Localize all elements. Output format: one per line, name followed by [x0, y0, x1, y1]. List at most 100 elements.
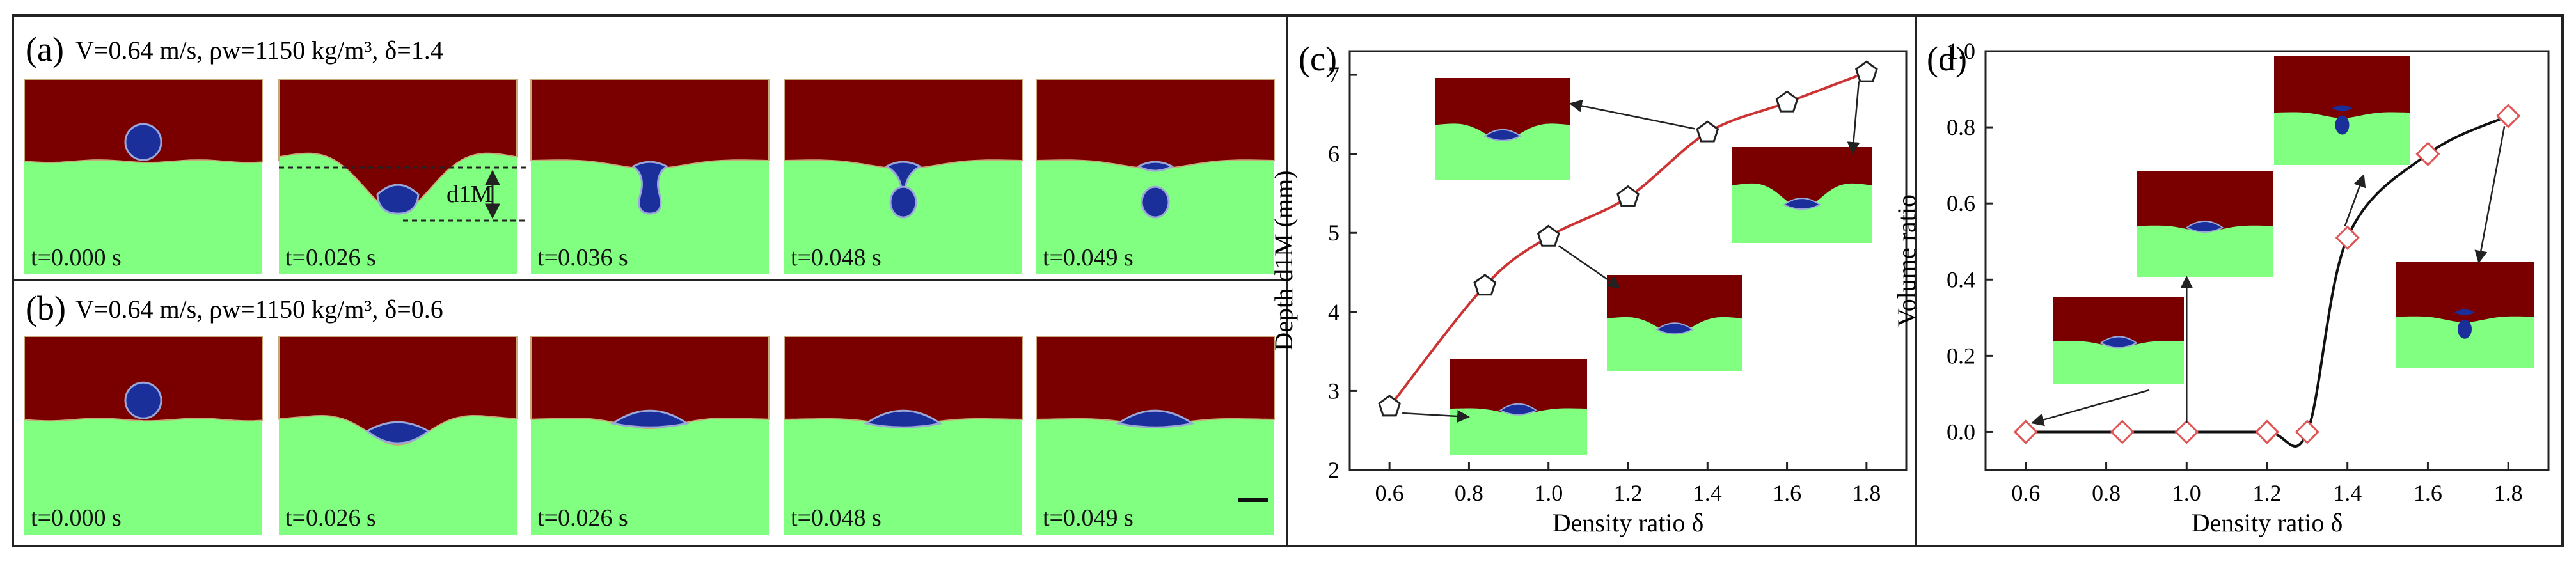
panel-a-title: V=0.64 m/s, ρw=1150 kg/m³, δ=1.4 [75, 36, 443, 65]
inset-c-3 [1607, 275, 1742, 371]
droplet [631, 161, 668, 215]
time-label: t=0.048 s [791, 505, 881, 531]
data-point [1378, 395, 1402, 417]
data-point [2496, 104, 2521, 129]
upper-fluid [784, 79, 1023, 170]
time-label: t=0.036 s [537, 244, 628, 271]
x-tick-label: 1.0 [2172, 480, 2201, 506]
inset-arrow [1847, 81, 1860, 155]
inset-droplet [1499, 403, 1538, 416]
time-label: t=0.026 s [285, 244, 376, 271]
x-tick-label: 1.8 [1852, 480, 1881, 506]
time-label: t=0.049 s [1043, 244, 1134, 271]
droplet-child [889, 185, 917, 219]
data-point [2013, 419, 2038, 444]
chart-c: 0.6 0.8 1.0 1.2 1.4 1.6 1.8 2 3 4 5 6 7 Density ratio… [1269, 50, 1908, 537]
panel-d-label: (d) [1927, 40, 1967, 78]
data-point [1854, 60, 1878, 82]
time-label: t=0.026 s [285, 505, 376, 531]
inset-upper-fluid [2137, 171, 2273, 231]
inset-d-1 [2053, 297, 2184, 384]
upper-fluid [278, 336, 518, 446]
inset-c-4 [1450, 359, 1587, 455]
time-label: t=0.049 s [1043, 505, 1134, 531]
x-axis-label: Density ratio δ [1553, 508, 1704, 537]
data-point [2335, 225, 2360, 250]
panel-b-title: V=0.64 m/s, ρw=1150 kg/m³, δ=0.6 [75, 295, 443, 324]
droplet [376, 184, 420, 215]
inset-upper-fluid [1607, 275, 1742, 334]
time-label: t=0.048 s [791, 244, 881, 271]
plot-area [1348, 50, 1908, 471]
time-label: t=0.000 s [31, 505, 122, 531]
inset-upper-fluid [1450, 359, 1587, 414]
panel-a-frame-3: t=0.036 s [530, 79, 770, 274]
droplet [124, 381, 162, 419]
data-point [1616, 185, 1640, 207]
x-tick-label: 0.8 [2092, 480, 2121, 506]
inset-upper-fluid [2053, 297, 2184, 347]
time-label: t=0.026 s [537, 505, 628, 531]
data-point [1696, 120, 1719, 143]
x-tick-label: 1.2 [2253, 480, 2282, 506]
y-tick-label: 0.6 [1947, 191, 1975, 216]
inset-droplet [2335, 115, 2350, 135]
inset-droplet [2185, 221, 2224, 233]
time-label: t=0.000 s [31, 244, 122, 271]
droplet [124, 123, 162, 161]
upper-fluid [24, 336, 263, 422]
data-point [2295, 419, 2319, 444]
inset-d-2 [2137, 171, 2273, 277]
panel-a-label: (a) [26, 30, 64, 68]
y-tick-label: 0.0 [1947, 419, 1975, 444]
panel-b-frame-5: t=0.049 s [1036, 336, 1275, 535]
data-point [1473, 274, 1497, 296]
inset-arrow [1569, 99, 1695, 130]
panel-b-frame-2: t=0.026 s [278, 336, 518, 535]
depth-label: d1M [446, 181, 493, 208]
panel-b-frame-1: t=0.000 s [24, 336, 263, 535]
data-point [2254, 419, 2280, 444]
panel-a-frame-4: t=0.048 s [784, 79, 1023, 274]
droplet-cap [884, 161, 922, 189]
x-tick-label: 1.4 [1693, 480, 1722, 506]
droplet-lens [864, 409, 943, 428]
data-point [2110, 419, 2135, 444]
inset-droplet [2458, 319, 2472, 339]
inset-arrow [2344, 174, 2366, 227]
panel-a-frame-2: t=0.026 s [278, 79, 518, 274]
inset-upper-fluid [2274, 56, 2410, 118]
inset-droplet [2099, 336, 2138, 349]
droplet-child [1141, 185, 1170, 219]
y-tick-label: 7 [1328, 62, 1339, 88]
inset-droplet [1783, 198, 1821, 210]
y-tick-label: 0.2 [1947, 343, 1975, 368]
panel-b-frame-3: t=0.026 s [530, 336, 770, 535]
panel-c-label: (c) [1299, 40, 1337, 78]
panel-b-frames: t=0.000 s t=0.026 s t=0.026 s t=0.048 s t=0.… [24, 336, 1275, 535]
x-tick-label: 1.2 [1614, 480, 1643, 506]
y-tick-label: 6 [1328, 141, 1339, 167]
x-axis-label: Density ratio δ [2192, 508, 2343, 537]
y-tick-label: 4 [1328, 299, 1339, 325]
y-tick-label: 2 [1328, 457, 1339, 483]
x-tick-label: 0.6 [2011, 480, 2040, 506]
inset-droplet [1483, 129, 1522, 141]
droplet-cap [1136, 161, 1174, 172]
x-tick-label: 1.4 [2333, 480, 2362, 506]
y-axis-label: Depth d1M (mm) [1269, 170, 1298, 350]
inset-upper-fluid [1732, 147, 1872, 208]
panel-b-frame-4: t=0.048 s [784, 336, 1023, 535]
inset-c-1 [1435, 78, 1570, 180]
data-point [1537, 224, 1560, 247]
inset-d-4 [2396, 262, 2534, 368]
y-axis-label: Volume ratio [1892, 194, 1921, 327]
inset-upper-fluid [1435, 78, 1570, 140]
x-tick-label: 0.6 [1375, 480, 1404, 506]
inset-droplet [1655, 322, 1694, 335]
droplet-lens [610, 409, 690, 428]
panel-a-frame-1: t=0.000 s [24, 79, 263, 274]
data-point [2174, 419, 2199, 444]
x-tick-label: 1.0 [1534, 480, 1563, 506]
